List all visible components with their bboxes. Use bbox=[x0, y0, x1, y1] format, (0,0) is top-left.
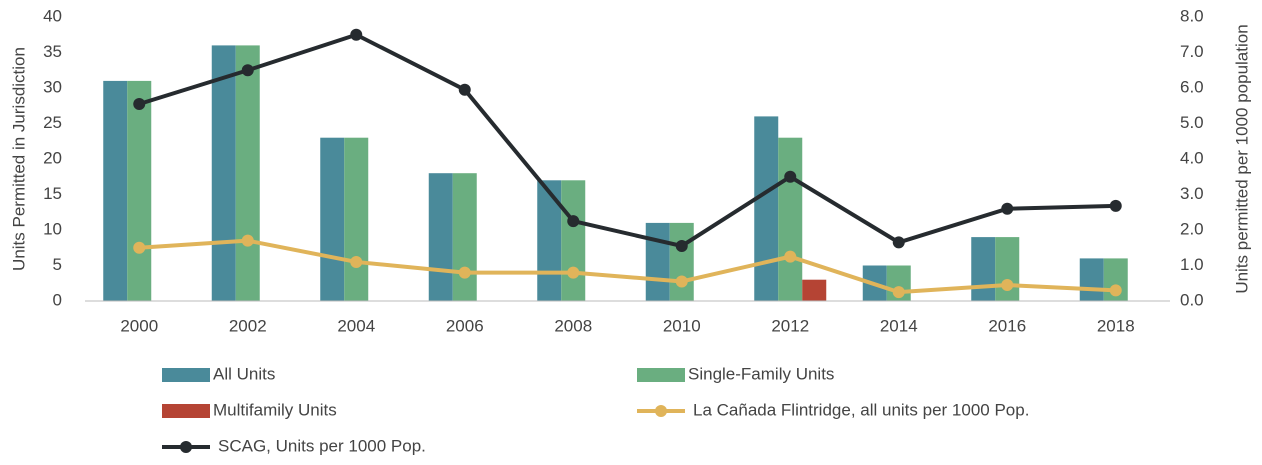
line bbox=[138, 32, 1116, 249]
marker bbox=[133, 241, 146, 254]
marker bbox=[458, 83, 471, 96]
x-tick-label: 2010 bbox=[663, 316, 701, 335]
legend-marker bbox=[180, 441, 192, 453]
marker bbox=[350, 255, 363, 268]
bar bbox=[995, 237, 1020, 301]
marker bbox=[675, 275, 688, 288]
legend-label: All Units bbox=[213, 364, 275, 383]
marker bbox=[241, 64, 254, 77]
marker bbox=[458, 266, 471, 279]
y2-tick-label: 1.0 bbox=[1180, 255, 1204, 274]
y2-tick-label: 2.0 bbox=[1180, 219, 1204, 238]
marker bbox=[241, 234, 254, 247]
bar bbox=[754, 116, 779, 302]
legend-swatch bbox=[162, 368, 210, 382]
bar bbox=[669, 222, 694, 301]
legend-label: Multifamily Units bbox=[213, 400, 337, 419]
marker bbox=[675, 239, 688, 252]
legend-swatch bbox=[162, 404, 210, 418]
marker bbox=[1001, 279, 1014, 292]
bar bbox=[778, 137, 803, 301]
bar bbox=[428, 173, 453, 301]
legend-marker bbox=[655, 405, 667, 417]
bar bbox=[103, 80, 128, 302]
y-axis-label: Units Permitted in Jurisdiction bbox=[9, 47, 28, 271]
y2-tick-label: 7.0 bbox=[1180, 42, 1204, 61]
x-tick-label: 2004 bbox=[337, 316, 375, 335]
marker bbox=[1109, 284, 1122, 297]
y-tick-label: 15 bbox=[43, 184, 62, 203]
y2-tick-label: 4.0 bbox=[1180, 148, 1204, 167]
y2-tick-label: 3.0 bbox=[1180, 184, 1204, 203]
legend-swatch bbox=[637, 368, 685, 382]
legend-label: Single-Family Units bbox=[688, 364, 834, 383]
legend-label: La Cañada Flintridge, all units per 1000… bbox=[693, 400, 1029, 419]
x-tick-label: 2014 bbox=[880, 316, 918, 335]
y2-axis-label: Units permitted per 1000 population bbox=[1232, 24, 1251, 293]
line bbox=[139, 238, 1116, 295]
y-tick-label: 35 bbox=[43, 42, 62, 61]
x-tick-label: 2016 bbox=[988, 316, 1026, 335]
x-tick-label: 2000 bbox=[120, 316, 158, 335]
y-tick-label: 0 bbox=[53, 290, 62, 309]
marker bbox=[567, 215, 580, 228]
y-tick-label: 5 bbox=[53, 255, 62, 274]
x-tick-label: 2002 bbox=[229, 316, 267, 335]
bar bbox=[971, 237, 996, 301]
bar bbox=[1079, 258, 1104, 301]
y-tick-label: 30 bbox=[43, 77, 62, 96]
y2-tick-label: 0.0 bbox=[1180, 290, 1204, 309]
y2-tick-label: 6.0 bbox=[1180, 77, 1204, 96]
bar bbox=[645, 222, 670, 301]
bar bbox=[344, 137, 369, 301]
bar bbox=[561, 180, 586, 301]
marker bbox=[1001, 202, 1014, 215]
x-tick-label: 2018 bbox=[1097, 316, 1135, 335]
y2-tick-label: 8.0 bbox=[1180, 6, 1204, 25]
bar bbox=[235, 45, 260, 302]
x-tick-label: 2008 bbox=[554, 316, 592, 335]
x-tick-label: 2006 bbox=[446, 316, 484, 335]
bar bbox=[537, 180, 562, 301]
y2-tick-label: 5.0 bbox=[1180, 113, 1204, 132]
bar bbox=[127, 80, 152, 302]
bar bbox=[211, 45, 236, 302]
bar bbox=[802, 279, 827, 301]
legend-label: SCAG, Units per 1000 Pop. bbox=[218, 436, 426, 455]
y-tick-label: 10 bbox=[43, 219, 62, 238]
marker bbox=[133, 97, 146, 110]
bar bbox=[320, 137, 345, 301]
marker bbox=[784, 250, 797, 263]
marker bbox=[1109, 199, 1122, 212]
y-tick-label: 25 bbox=[43, 113, 62, 132]
y-tick-label: 20 bbox=[43, 148, 62, 167]
marker bbox=[567, 266, 580, 279]
marker bbox=[892, 236, 905, 249]
marker bbox=[892, 286, 905, 299]
marker bbox=[784, 170, 797, 183]
bar bbox=[452, 173, 477, 301]
marker bbox=[350, 28, 363, 41]
y-tick-label: 40 bbox=[43, 6, 62, 25]
x-tick-label: 2012 bbox=[771, 316, 809, 335]
